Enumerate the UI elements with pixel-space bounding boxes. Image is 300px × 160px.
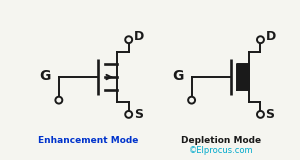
- Text: Enhancement Mode: Enhancement Mode: [38, 136, 139, 145]
- Bar: [237, 64, 249, 90]
- Circle shape: [125, 36, 132, 43]
- Text: G: G: [39, 69, 51, 83]
- Circle shape: [188, 97, 195, 104]
- Text: G: G: [172, 69, 183, 83]
- Circle shape: [56, 97, 62, 104]
- Circle shape: [125, 111, 132, 118]
- Text: ©Elprocus.com: ©Elprocus.com: [189, 146, 254, 155]
- Text: Depletion Mode: Depletion Mode: [181, 136, 261, 145]
- Text: D: D: [134, 30, 144, 43]
- Text: S: S: [266, 108, 274, 121]
- Circle shape: [257, 111, 264, 118]
- Circle shape: [257, 36, 264, 43]
- Text: D: D: [266, 30, 276, 43]
- Text: S: S: [134, 108, 143, 121]
